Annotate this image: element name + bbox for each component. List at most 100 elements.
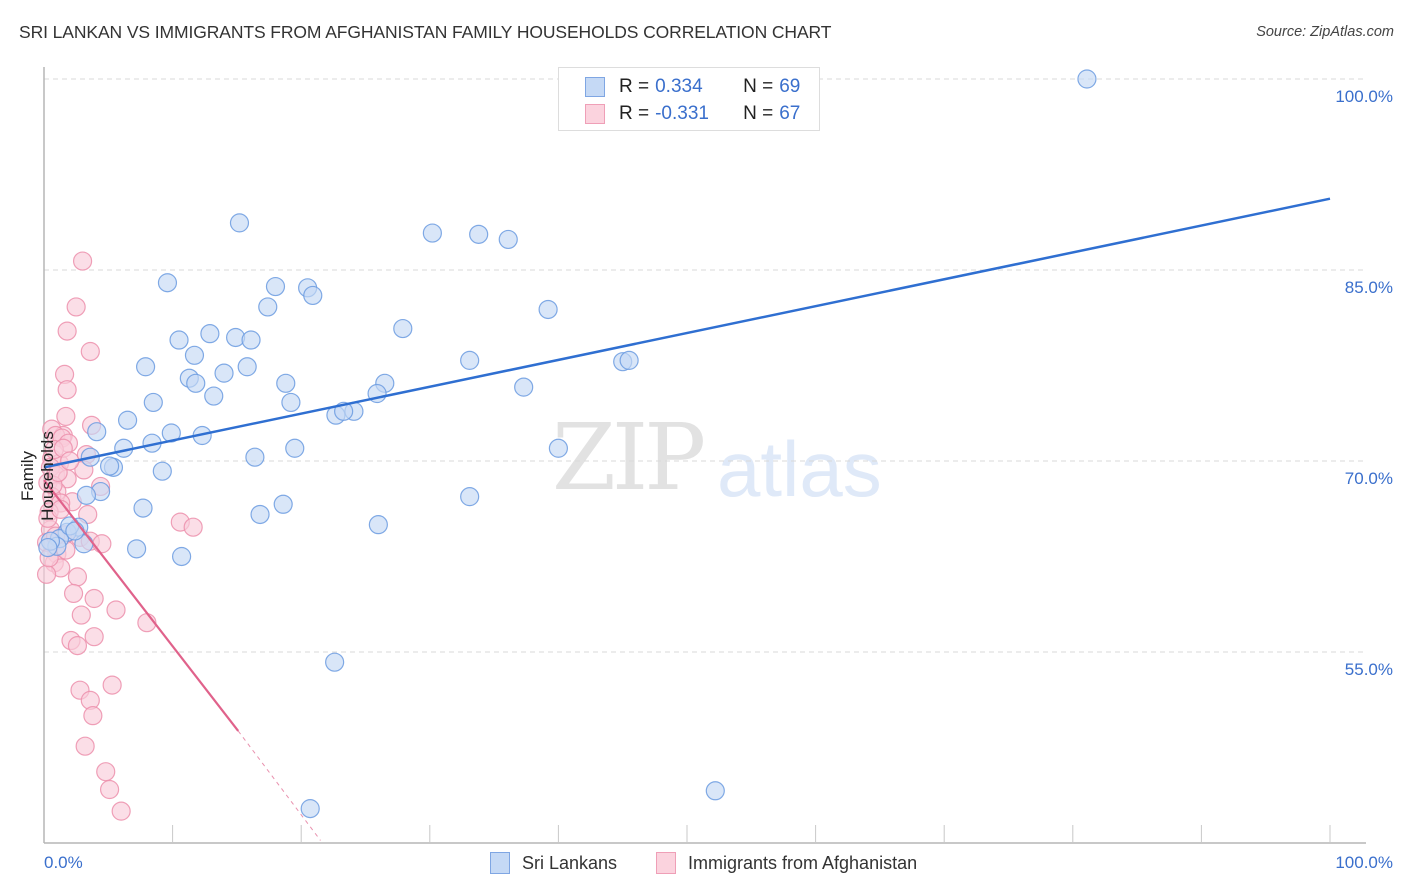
data-point	[250, 504, 270, 525]
data-point	[92, 534, 112, 554]
data-point	[1077, 69, 1097, 89]
data-point	[57, 321, 77, 341]
data-point	[281, 392, 301, 413]
n-value: 67	[779, 103, 801, 124]
y-tick-55: 55.0%	[1344, 660, 1393, 679]
data-point	[237, 357, 257, 377]
data-point	[258, 297, 278, 317]
data-point	[157, 273, 178, 293]
data-point	[36, 564, 57, 584]
data-point	[57, 380, 77, 400]
data-point	[498, 229, 518, 250]
r-value: -0.331	[655, 103, 709, 124]
series-srilankan-points	[38, 69, 1097, 819]
data-point	[469, 224, 489, 244]
data-point	[117, 410, 138, 430]
data-point	[184, 345, 205, 365]
data-point	[241, 330, 261, 350]
data-point	[325, 652, 345, 672]
data-point	[300, 799, 320, 819]
legend-label: Immigrants from Afghanistan	[688, 852, 918, 873]
data-point	[172, 546, 192, 567]
data-point	[72, 251, 93, 271]
data-point	[38, 537, 58, 558]
y-axis-label: Family Households	[18, 431, 57, 521]
data-point	[84, 627, 104, 647]
source-label: Source: ZipAtlas.com	[1256, 24, 1394, 40]
r-label: R =	[619, 103, 650, 124]
trendline-srilankans	[43, 197, 1331, 469]
data-point	[67, 567, 88, 587]
data-point	[126, 539, 147, 559]
chart-title: SRI LANKAN VS IMMIGRANTS FROM AFGHANISTA…	[19, 22, 832, 42]
data-point	[96, 762, 116, 782]
trendline-afghanistan-extension	[237, 730, 321, 841]
data-point	[619, 350, 639, 370]
x-tick-100: 100.0%	[1335, 853, 1393, 872]
blue-swatch-icon	[585, 77, 605, 97]
series-legend: Sri Lankans Immigrants from Afghanistan	[0, 852, 1406, 878]
data-point	[183, 517, 203, 537]
data-point	[84, 588, 104, 609]
data-point	[393, 318, 413, 339]
data-point	[245, 447, 265, 467]
r-value: 0.334	[655, 76, 703, 97]
data-point	[99, 456, 120, 476]
pink-swatch-icon	[656, 852, 676, 874]
x-tick-0: 0.0%	[44, 853, 83, 872]
correlation-legend: R = 0.334 N = 69 R = -0.331 N = 67	[558, 67, 820, 131]
data-point	[204, 386, 224, 406]
data-point	[106, 600, 126, 620]
data-point	[56, 406, 76, 427]
data-point	[368, 515, 388, 535]
data-point	[169, 330, 189, 350]
data-point	[102, 675, 122, 695]
r-label: R =	[619, 76, 650, 97]
data-point	[303, 285, 323, 306]
data-point	[214, 363, 234, 383]
legend-item-srilankans[interactable]: Sri Lankans	[490, 852, 617, 874]
pink-swatch-icon	[585, 104, 605, 124]
watermark-atlas: atlas	[717, 425, 882, 513]
data-point	[705, 781, 725, 801]
data-point	[200, 324, 220, 344]
data-point	[265, 276, 286, 297]
axes	[43, 67, 1366, 844]
legend-row-afghanistan: R = -0.331 N = 67	[585, 102, 800, 126]
data-point	[66, 297, 86, 317]
data-point	[83, 706, 103, 726]
y-tick-100: 100.0%	[1335, 87, 1393, 106]
data-point	[111, 801, 131, 821]
y-tick-70: 70.0%	[1344, 469, 1393, 488]
data-point	[460, 350, 480, 370]
data-point	[65, 521, 85, 541]
n-value: 69	[779, 76, 801, 97]
n-label: N =	[743, 103, 774, 124]
data-point	[460, 487, 480, 507]
data-point	[143, 392, 163, 413]
data-point	[80, 341, 100, 362]
data-point	[514, 377, 534, 397]
data-point	[548, 438, 569, 458]
data-point	[538, 299, 558, 320]
data-point	[99, 779, 120, 800]
data-point	[152, 461, 172, 481]
data-point	[422, 223, 442, 243]
legend-label: Sri Lankans	[522, 852, 618, 873]
blue-swatch-icon	[490, 852, 510, 874]
trendline-afghanistan	[43, 479, 240, 732]
data-point	[186, 373, 206, 393]
y-tick-85: 85.0%	[1344, 278, 1393, 297]
data-point	[285, 438, 305, 458]
data-point	[133, 498, 153, 518]
data-point	[75, 736, 95, 756]
legend-item-afghanistan[interactable]: Immigrants from Afghanistan	[656, 852, 917, 874]
n-label: N =	[743, 76, 774, 97]
watermark-zip: ZIP	[552, 404, 706, 511]
data-point	[135, 357, 156, 377]
data-point	[276, 373, 296, 393]
data-point	[87, 422, 107, 442]
data-point	[71, 605, 91, 625]
data-point	[229, 213, 250, 233]
